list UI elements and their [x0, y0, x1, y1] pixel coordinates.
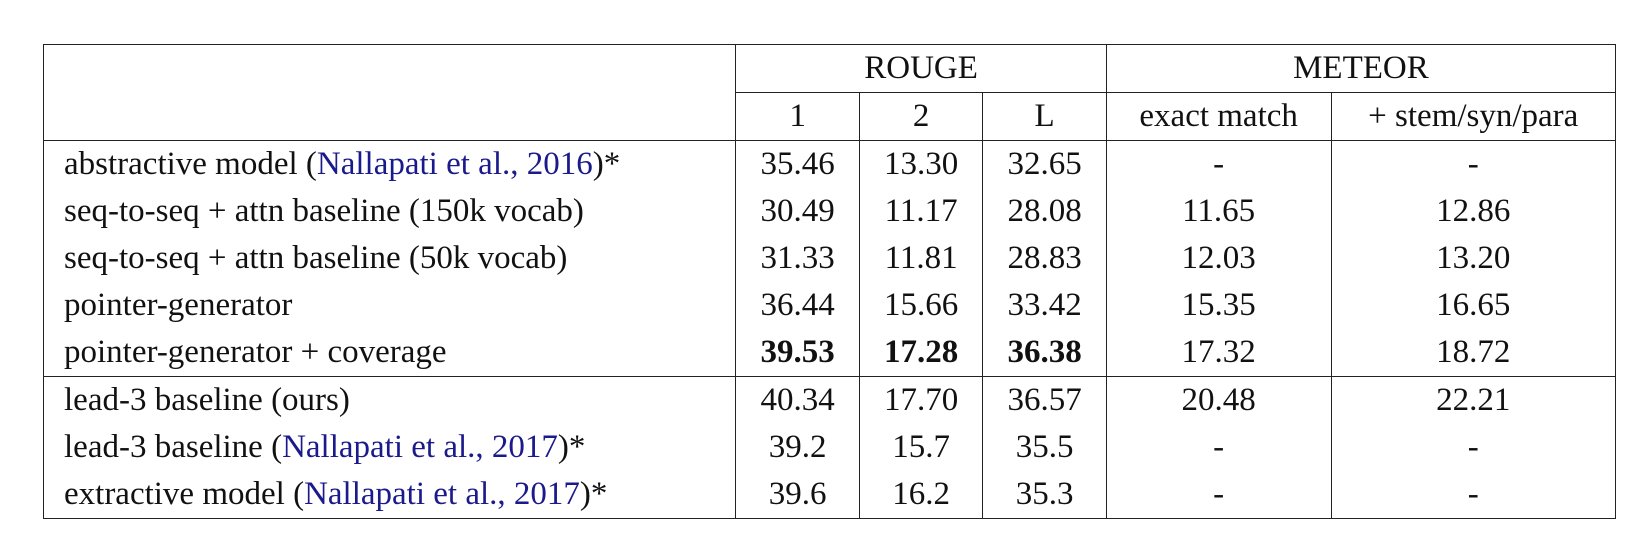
cell-meteor-exact: -	[1105, 140, 1332, 188]
row-name: extractive model (Nallapati et al., 2017…	[64, 476, 608, 512]
cell-meteor-exact: 15.35	[1105, 282, 1332, 329]
cell-rouge-l: 28.08	[982, 188, 1107, 235]
citation-year-link[interactable]: 2017	[491, 429, 558, 465]
header-empty-cell	[44, 45, 736, 93]
header-meteor: METEOR	[1105, 44, 1616, 93]
cell-meteor-stem: 13.20	[1330, 235, 1616, 282]
cell-rouge-2: 16.2	[858, 471, 983, 519]
row-name: abstractive model (Nallapati et al., 201…	[43, 140, 736, 188]
header-rouge-l: L	[982, 92, 1107, 141]
citation-year-link[interactable]: 2017	[513, 476, 580, 512]
cell-rouge-l: 35.3	[982, 471, 1107, 519]
table-row: extractive model (Nallapati et al., 2017…	[44, 471, 1616, 519]
table-row: pointer-generator 36.44 15.66 33.42 15.3…	[44, 282, 1616, 329]
header-meteor-stem: + stem/syn/para	[1330, 92, 1616, 141]
cell-meteor-exact: 20.48	[1105, 376, 1332, 424]
cell-meteor-stem: 16.65	[1330, 282, 1616, 329]
cell-rouge-2: 17.70	[858, 376, 983, 424]
cell-meteor-exact: -	[1105, 424, 1332, 471]
table-row: abstractive model (Nallapati et al., 201…	[43, 140, 1616, 188]
table-row: lead-3 baseline (Nallapati et al., 2017)…	[44, 424, 1616, 471]
header-empty-cell	[44, 93, 736, 141]
cell-rouge-1: 36.44	[735, 282, 860, 329]
cell-meteor-stem: -	[1330, 140, 1616, 188]
cell-rouge-1: 39.6	[735, 471, 860, 519]
cell-rouge-1: 40.34	[735, 376, 860, 424]
header-rouge: ROUGE	[735, 44, 1107, 93]
cell-rouge-2: 15.7	[858, 424, 983, 471]
table-row: lead-3 baseline (ours) 40.34 17.70 36.57…	[43, 376, 1616, 424]
cell-rouge-l: 35.5	[982, 424, 1107, 471]
row-name: pointer-generator + coverage	[64, 334, 447, 370]
cell-meteor-stem: -	[1330, 424, 1616, 471]
cell-meteor-exact: 12.03	[1105, 235, 1332, 282]
header-rouge-1: 1	[735, 92, 860, 141]
cell-meteor-exact: -	[1105, 471, 1332, 519]
cell-meteor-exact: 17.32	[1105, 329, 1332, 377]
row-name: seq-to-seq + attn baseline (50k vocab)	[64, 240, 568, 276]
header-rouge-2: 2	[858, 92, 983, 141]
results-table: ROUGE METEOR 1 2 L exact match + stem/sy…	[43, 44, 1616, 519]
citation-link[interactable]: Nallapati et al.,	[304, 476, 506, 512]
row-name: lead-3 baseline (Nallapati et al., 2017)…	[64, 429, 586, 465]
header-meteor-exact: exact match	[1105, 92, 1332, 141]
row-name: pointer-generator	[64, 287, 293, 323]
cell-rouge-l: 33.42	[982, 282, 1107, 329]
cell-meteor-exact: 11.65	[1105, 188, 1332, 235]
cell-rouge-1: 35.46	[735, 140, 860, 188]
cell-meteor-stem: 12.86	[1330, 188, 1616, 235]
header-row-groups: ROUGE METEOR	[44, 44, 1616, 93]
cell-rouge-1: 31.33	[735, 235, 860, 282]
cell-rouge-2: 15.66	[858, 282, 983, 329]
cell-rouge-l: 32.65	[982, 140, 1107, 188]
cell-rouge-2: 13.30	[858, 140, 983, 188]
cell-rouge-l: 36.38	[982, 329, 1107, 377]
cell-rouge-l: 36.57	[982, 376, 1107, 424]
cell-rouge-1: 30.49	[735, 188, 860, 235]
table-row: seq-to-seq + attn baseline (150k vocab) …	[44, 188, 1616, 235]
citation-link[interactable]: Nallapati et al.,	[316, 146, 519, 182]
cell-rouge-1: 39.53	[735, 329, 860, 377]
table-row: pointer-generator + coverage 39.53 17.28…	[44, 329, 1616, 377]
citation-year-link[interactable]: 2016	[526, 146, 593, 182]
cell-meteor-stem: 18.72	[1330, 329, 1616, 377]
row-name: lead-3 baseline (ours)	[43, 376, 736, 424]
cell-rouge-2: 11.81	[858, 235, 983, 282]
header-row-metrics: 1 2 L exact match + stem/syn/para	[44, 92, 1616, 141]
citation-link[interactable]: Nallapati et al.,	[282, 429, 484, 465]
cell-rouge-1: 39.2	[735, 424, 860, 471]
row-name: seq-to-seq + attn baseline (150k vocab)	[64, 193, 584, 229]
cell-meteor-stem: -	[1330, 471, 1616, 519]
cell-meteor-stem: 22.21	[1330, 376, 1616, 424]
cell-rouge-2: 11.17	[858, 188, 983, 235]
table-row: seq-to-seq + attn baseline (50k vocab) 3…	[44, 235, 1616, 282]
cell-rouge-2: 17.28	[858, 329, 983, 377]
cell-rouge-l: 28.83	[982, 235, 1107, 282]
